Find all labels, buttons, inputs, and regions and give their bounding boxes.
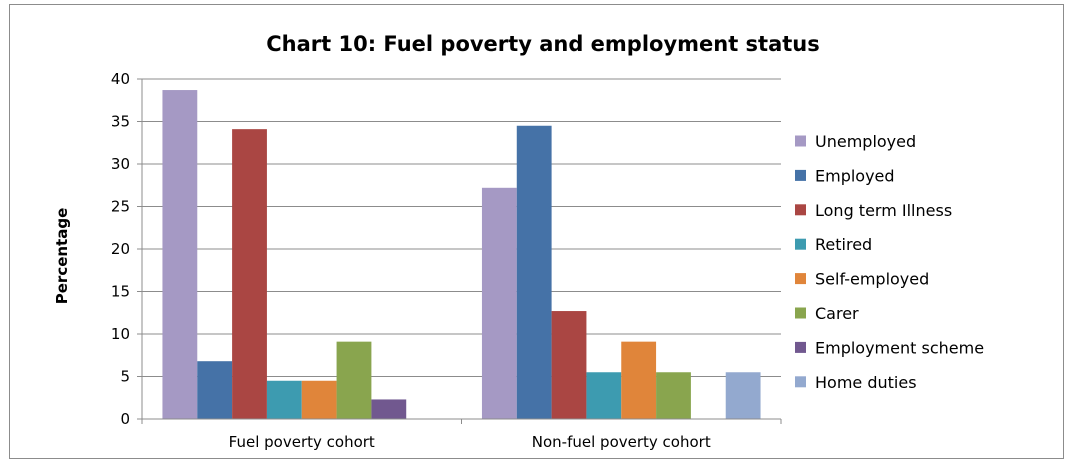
legend-swatch <box>795 307 806 319</box>
y-tick-label: 30 <box>111 155 130 173</box>
y-tick-label: 5 <box>120 368 130 386</box>
legend-label: Home duties <box>815 373 917 392</box>
x-category-label: Fuel poverty cohort <box>229 433 375 451</box>
bar-long-term-illness <box>551 311 587 419</box>
legend-label: Unemployed <box>815 132 916 151</box>
legend-label: Retired <box>815 235 872 254</box>
chart-svg: Chart 10: Fuel poverty and employment st… <box>53 32 984 451</box>
bar-unemployed <box>481 187 517 419</box>
y-tick-label: 15 <box>111 283 130 301</box>
bar-unemployed <box>162 90 198 420</box>
bar-employed <box>197 361 233 419</box>
bar-employment-scheme <box>371 399 407 419</box>
legend-label: Employed <box>815 166 895 185</box>
legend-swatch <box>795 204 806 216</box>
y-tick-labels: 0 5 10 15 20 25 30 35 40 <box>111 70 130 428</box>
legend-swatch <box>795 135 806 147</box>
legend-swatch <box>795 169 806 181</box>
y-tick-label: 0 <box>120 410 130 428</box>
y-axis-label: Percentage <box>53 208 71 305</box>
axes <box>141 79 782 424</box>
legend-swatch <box>795 273 806 285</box>
category-labels: Fuel poverty cohort Non-fuel poverty coho… <box>229 433 711 451</box>
bar-home-duties <box>725 372 761 419</box>
x-category-label: Non-fuel poverty cohort <box>532 433 711 451</box>
bar-self-employed <box>301 380 337 419</box>
legend-label: Self-employed <box>815 270 929 289</box>
legend-label: Employment scheme <box>815 338 984 357</box>
y-tick-label: 40 <box>111 70 130 88</box>
bar-long-term-illness <box>232 129 267 419</box>
y-tick-label: 25 <box>111 198 130 216</box>
legend: Unemployed Employed Long term Illness Retir… <box>795 132 984 392</box>
bar-carer <box>336 341 372 419</box>
y-tick-label: 35 <box>111 113 130 131</box>
bar-carer <box>656 372 691 419</box>
legend-swatch <box>795 341 806 353</box>
y-tick-label: 10 <box>111 325 130 343</box>
legend-swatch <box>795 376 806 388</box>
bar-self-employed <box>621 341 657 419</box>
legend-swatch <box>795 238 806 250</box>
y-tick-label: 20 <box>111 240 130 258</box>
bar-retired <box>586 372 622 419</box>
chart-title: Chart 10: Fuel poverty and employment st… <box>266 32 820 56</box>
bar-employed <box>516 125 552 419</box>
bar-retired <box>266 380 302 419</box>
bars <box>162 90 761 420</box>
legend-label: Long term Illness <box>815 201 952 220</box>
chart-frame: Chart 10: Fuel poverty and employment st… <box>9 4 1064 459</box>
legend-label: Carer <box>815 304 859 323</box>
